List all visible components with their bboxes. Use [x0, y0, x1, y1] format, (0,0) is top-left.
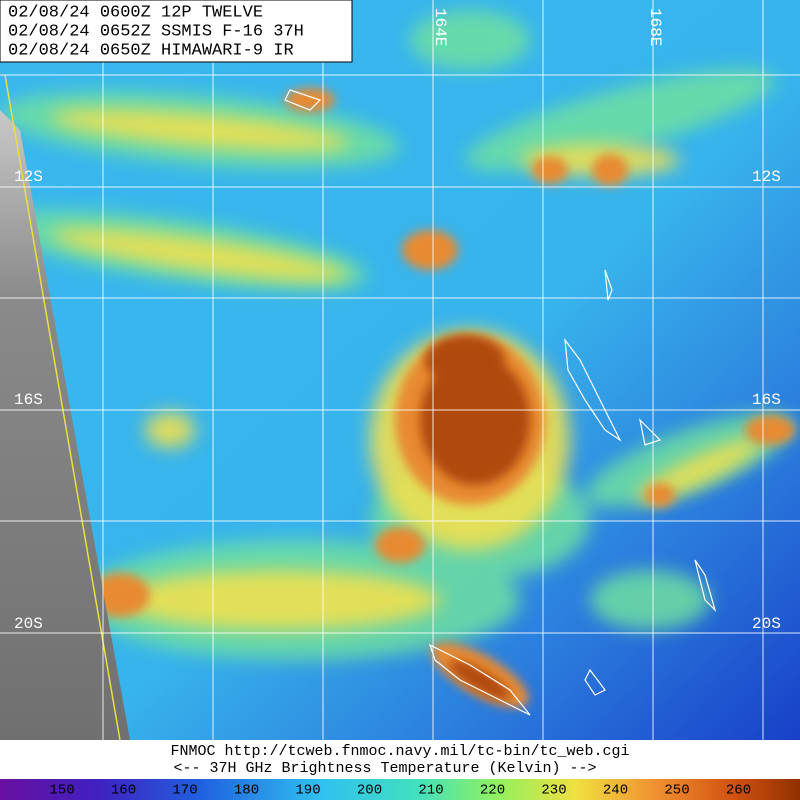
imagery — [0, 0, 800, 740]
colorbar-tick-label: 150 — [49, 783, 74, 799]
colorbar-tick-label: 260 — [726, 783, 751, 799]
colorbar-tick-label: 250 — [664, 783, 689, 799]
colorbar-tick-label: 210 — [418, 783, 443, 799]
lat-label: 20S — [14, 615, 43, 633]
colorbar-tick-label: 240 — [603, 783, 628, 799]
lat-label: 12S — [752, 168, 781, 186]
header-line: 02/08/24 0600Z 12P TWELVE — [8, 3, 263, 22]
colorbar-tick-label: 220 — [480, 783, 505, 799]
colorbar-ticks: 150 160 170 180 190 200 210 220 230 240 250 260 — [49, 783, 751, 799]
colorbar-tick-label: 200 — [357, 783, 382, 799]
graticule — [0, 0, 800, 740]
colorbar-tick-label: 190 — [295, 783, 320, 799]
header-line: 02/08/24 0650Z HIMAWARI-9 IR — [8, 41, 294, 60]
footer-caption: <-- 37H GHz Brightness Temperature (Kelv… — [173, 760, 596, 777]
lat-label: 16S — [752, 391, 781, 409]
colorbar-tick-label: 160 — [111, 783, 136, 799]
colorbar-tick-label: 170 — [172, 783, 197, 799]
lon-label: 168E — [646, 8, 664, 46]
header-box — [0, 0, 353, 63]
lat-label: 12S — [14, 168, 43, 186]
lat-label: 20S — [752, 615, 781, 633]
lat-label: 16S — [14, 391, 43, 409]
header-line: 02/08/24 0652Z SSMIS F-16 37H — [8, 22, 304, 41]
colorbar-tick-label: 230 — [541, 783, 566, 799]
swath-edge — [4, 74, 121, 740]
brown-core — [420, 335, 530, 700]
colorbar — [0, 779, 800, 800]
colorbar-tick-label: 180 — [234, 783, 259, 799]
lon-label: 164E — [431, 8, 449, 46]
footer-source: FNMOC http://tcweb.fnmoc.navy.mil/tc-bin… — [170, 743, 629, 760]
